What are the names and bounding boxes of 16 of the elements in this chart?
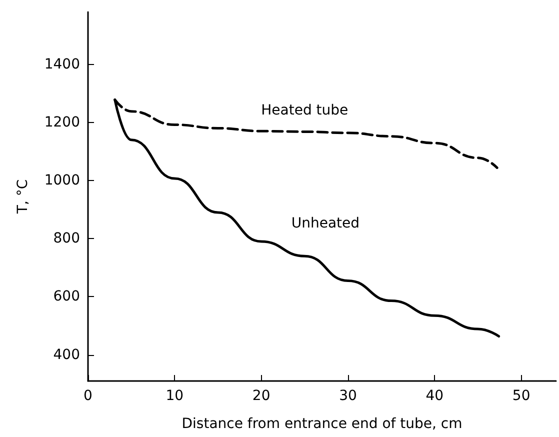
x-tick-label: 50	[512, 388, 530, 404]
y-tick-label: 1000	[44, 172, 80, 189]
x-tick-label: 40	[426, 388, 444, 404]
x-tick-label: 10	[166, 388, 184, 404]
y-tick-label: 600	[53, 288, 80, 305]
y-tick-label: 1200	[44, 114, 80, 130]
x-tick-label: 20	[252, 388, 270, 404]
x-tick-label: 0	[84, 388, 92, 404]
y-tick-label: 1400	[44, 56, 80, 72]
y-tick-label: 800	[53, 230, 80, 247]
y-tick-label: 400	[53, 346, 80, 363]
y-axis-title: T, °C	[15, 179, 31, 215]
series-label: Unheated	[291, 216, 360, 232]
x-tick-label: 30	[339, 388, 357, 404]
series-label: Heated tube	[261, 102, 348, 119]
x-axis-title: Distance from entrance end of tube, cm	[182, 416, 462, 432]
